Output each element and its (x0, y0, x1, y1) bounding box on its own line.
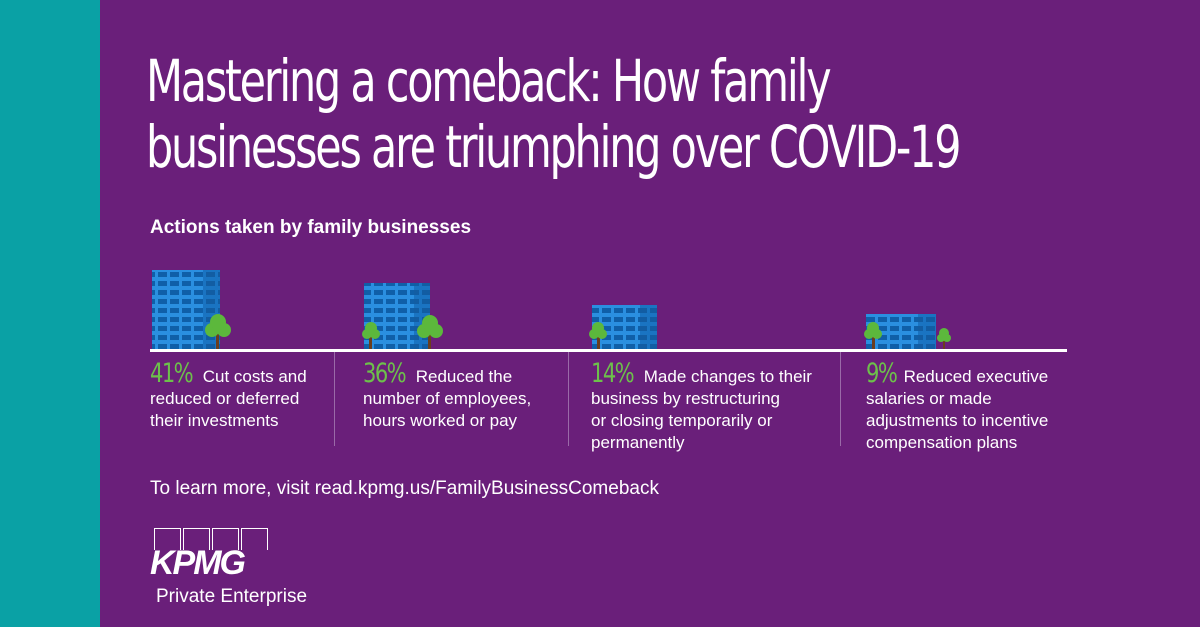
logo-subtitle: Private Enterprise (156, 586, 308, 607)
section-subheading: Actions taken by family businesses (150, 217, 472, 238)
building-icon (866, 314, 936, 350)
stat-description-line: their investments (150, 411, 279, 430)
stat-description-line: Made changes to their (643, 367, 812, 386)
tree-icon (864, 322, 882, 350)
stat-divider (334, 352, 335, 446)
stat-divider (840, 352, 841, 446)
stat-14: 14% Made changes to their business by re… (591, 358, 836, 454)
stat-divider (568, 352, 569, 446)
learn-more-text: To learn more, visit read.kpmg.us/Family… (150, 478, 659, 499)
stat-9: 9% Reduced executive salaries or made ad… (866, 358, 1096, 454)
tree-icon (205, 314, 231, 350)
title-line-1: Mastering a comeback: How family (146, 47, 832, 115)
stat-description-line: or closing temporarily or (591, 411, 773, 430)
stat-description-line: hours worked or pay (363, 411, 518, 430)
stat-percent: 36% (363, 358, 407, 389)
stat-description-line: Reduced executive (903, 367, 1049, 386)
stat-percent: 14% (591, 358, 635, 389)
tree-icon (417, 315, 443, 350)
stat-description-line: permanently (591, 433, 685, 452)
stat-percent: 9% (866, 358, 898, 389)
building-icon (592, 305, 657, 350)
title-line-2: businesses are triumphing over COVID-19 (146, 113, 962, 181)
stat-description-line: business by restructuring (591, 389, 780, 408)
building-icon (152, 270, 220, 350)
stat-description-line: number of employees, (363, 389, 532, 408)
stat-description-line: reduced or deferred (150, 389, 300, 408)
logo-boxes (154, 528, 270, 550)
teal-side-bar (0, 0, 100, 627)
stat-36: 36% Reduced the number of employees, hou… (363, 358, 563, 432)
stat-description-line: adjustments to incentive (866, 411, 1049, 430)
page-title: Mastering a comeback: How family busines… (146, 47, 962, 181)
stat-description-line: Cut costs and (202, 367, 307, 386)
tree-icon (362, 322, 380, 350)
ground-line (150, 349, 1067, 352)
tree-icon (589, 322, 607, 350)
stat-description-line: salaries or made (866, 389, 992, 408)
building-icon (364, 283, 430, 350)
stat-description-line: Reduced the (415, 367, 513, 386)
tree-icon (937, 328, 951, 350)
kpmg-logo: KPMG Private Enterprise (150, 526, 310, 616)
stat-41: 41% Cut costs and reduced or deferred th… (150, 358, 330, 432)
logo-wordmark: KPMG (150, 544, 246, 582)
stat-description-line: compensation plans (866, 433, 1018, 452)
stat-percent: 41% (150, 358, 194, 389)
